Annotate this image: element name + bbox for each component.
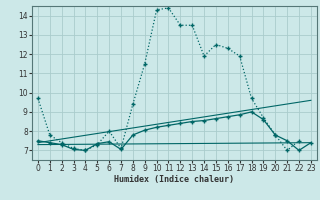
X-axis label: Humidex (Indice chaleur): Humidex (Indice chaleur) [115, 175, 234, 184]
